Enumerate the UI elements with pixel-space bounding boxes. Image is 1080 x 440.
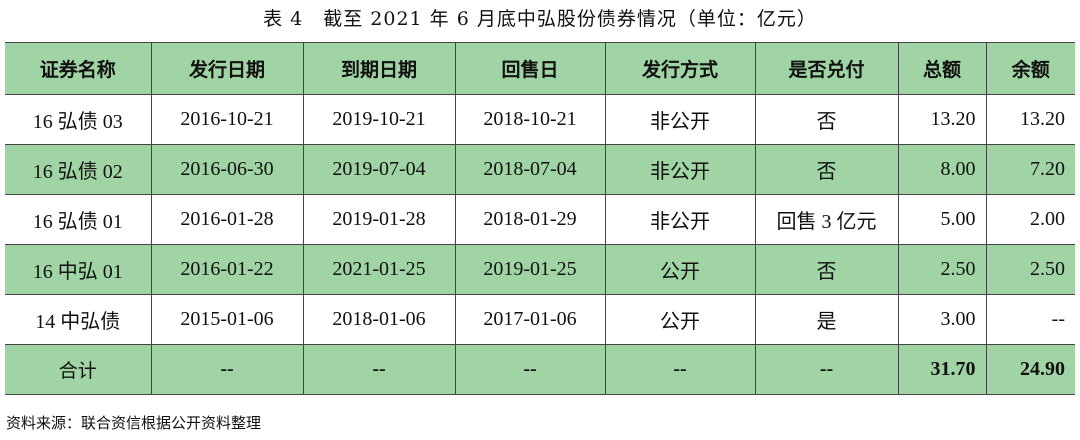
table-row-cell: 16 弘债 02	[5, 144, 152, 195]
header-row-cell: 总额	[897, 42, 987, 95]
table-row-cell: 回售 3 亿元	[754, 194, 899, 245]
table-row-cell: 2019-10-21	[302, 94, 456, 145]
table-row-cell: 否	[754, 144, 899, 195]
table-caption: 表 4 截至 2021 年 6 月底中弘股份债券情况（单位：亿元）	[263, 8, 817, 30]
total-row: 合计 -- -- -- -- -- 31.70 24.90	[5, 344, 1075, 395]
table-row-cell: 公开	[604, 294, 756, 345]
header-row-cell: 发行方式	[604, 42, 756, 95]
table-row-cell: 2015-01-06	[150, 294, 304, 345]
total-row-cell: --	[604, 344, 756, 395]
bond-table: 证券名称 发行日期 到期日期 回售日 发行方式 是否兑付 总额 余额 16 弘债 03 2016-…	[5, 42, 1075, 395]
table-row-cell: 2.50	[985, 244, 1075, 295]
table-row-cell: 2.50	[897, 244, 987, 295]
header-row: 证券名称 发行日期 到期日期 回售日 发行方式 是否兑付 总额 余额	[5, 42, 1075, 95]
table-row-cell: 16 中弘 01	[5, 244, 152, 295]
header-row-cell: 发行日期	[150, 42, 304, 95]
table-row-cell: 5.00	[897, 194, 987, 245]
total-row-cell: --	[754, 344, 899, 395]
total-row-cell: 合计	[5, 344, 152, 395]
table-row-cell: --	[985, 294, 1075, 345]
total-row-cell: --	[302, 344, 456, 395]
table-row-cell: 否	[754, 94, 899, 145]
table-row: 14 中弘债 2015-01-06 2018-01-06 2017-01-06 公开是 3…	[5, 294, 1075, 345]
total-row-cell: 31.70	[897, 344, 987, 395]
total-row-cell: --	[150, 344, 304, 395]
table-row: 16 弘债 02 2016-06-30 2019-07-04 2018-07-04 非公…	[5, 144, 1075, 195]
total-row-cell: --	[454, 344, 606, 395]
table-row-cell: 2019-01-28	[302, 194, 456, 245]
table-row-cell: 非公开	[604, 194, 756, 245]
table-row: 16 弘债 03 2016-10-21 2019-10-21 2018-10-21 非公…	[5, 94, 1075, 145]
table-row-cell: 公开	[604, 244, 756, 295]
table-row-cell: 14 中弘债	[5, 294, 152, 345]
table-row-cell: 2019-07-04	[302, 144, 456, 195]
table-row-cell: 7.20	[985, 144, 1075, 195]
total-row-cell: 24.90	[985, 344, 1075, 395]
table-row-cell: 2018-07-04	[454, 144, 606, 195]
source-note: 资料来源：联合资信根据公开资料整理	[6, 414, 262, 432]
header-row-cell: 回售日	[454, 42, 606, 95]
header-row-cell: 是否兑付	[754, 42, 899, 95]
table-row-cell: 否	[754, 244, 899, 295]
table-row-cell: 2017-01-06	[454, 294, 606, 345]
table-row-cell: 13.20	[985, 94, 1075, 145]
table-row-cell: 是	[754, 294, 899, 345]
table-row-cell: 16 弘债 03	[5, 94, 152, 145]
table-row-cell: 2018-10-21	[454, 94, 606, 145]
table-row-cell: 2016-01-22	[150, 244, 304, 295]
table-row-cell: 2016-10-21	[150, 94, 304, 145]
table-row-cell: 2021-01-25	[302, 244, 456, 295]
header-row-cell: 到期日期	[302, 42, 456, 95]
table-row-cell: 2016-01-28	[150, 194, 304, 245]
table-row-cell: 2016-06-30	[150, 144, 304, 195]
table-row-cell: 非公开	[604, 144, 756, 195]
table-row-cell: 8.00	[897, 144, 987, 195]
table-row-cell: 2019-01-25	[454, 244, 606, 295]
table-row-cell: 2018-01-06	[302, 294, 456, 345]
header-row-cell: 证券名称	[5, 42, 152, 95]
table-row-cell: 16 弘债 01	[5, 194, 152, 245]
table-row-cell: 2.00	[985, 194, 1075, 245]
table-row: 16 中弘 01 2016-01-22 2021-01-25 2019-01-25 公开…	[5, 244, 1075, 295]
table-row-cell: 13.20	[897, 94, 987, 145]
table-row: 16 弘债 01 2016-01-28 2019-01-28 2018-01-29 非公…	[5, 194, 1075, 245]
header-row-cell: 余额	[985, 42, 1075, 95]
table-row-cell: 3.00	[897, 294, 987, 345]
table-row-cell: 非公开	[604, 94, 756, 145]
table-row-cell: 2018-01-29	[454, 194, 606, 245]
